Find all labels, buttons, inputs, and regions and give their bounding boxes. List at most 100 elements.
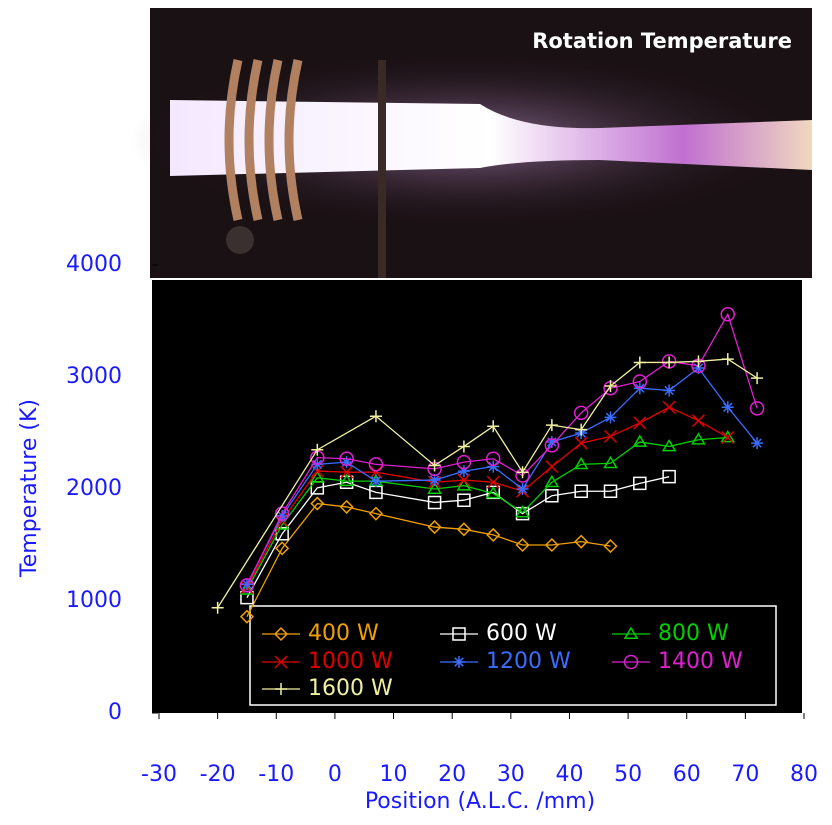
marker	[456, 454, 472, 470]
x-tick-label: 40	[555, 762, 583, 787]
marker	[311, 443, 324, 456]
marker	[427, 520, 442, 535]
marker	[574, 484, 588, 498]
x-tick-label: 30	[497, 762, 525, 787]
marker	[368, 457, 384, 472]
marker	[662, 469, 676, 484]
x-tick-label: 10	[380, 762, 408, 787]
marker	[339, 451, 354, 467]
marker	[276, 509, 289, 522]
marker	[662, 400, 676, 414]
marker	[368, 506, 384, 521]
marker	[721, 353, 734, 366]
series-line	[246, 436, 728, 591]
marker	[573, 405, 589, 421]
legend-label: 1600 W	[308, 676, 393, 701]
legend-label: 800 W	[658, 621, 729, 646]
marker	[310, 470, 325, 483]
marker	[452, 627, 466, 641]
marker	[721, 401, 734, 414]
marker	[339, 473, 354, 487]
legend-label: 1400 W	[658, 649, 743, 674]
marker	[457, 465, 470, 478]
x-tick-label: -10	[258, 762, 294, 787]
marker	[544, 537, 559, 553]
marker	[545, 419, 558, 432]
marker	[369, 485, 383, 500]
marker	[603, 429, 618, 443]
marker	[487, 460, 500, 473]
marker	[574, 436, 588, 450]
marker	[603, 484, 618, 498]
x-tick-label: 60	[673, 762, 701, 787]
y-tick-label: 4000	[66, 252, 122, 277]
marker	[633, 356, 646, 369]
marker	[428, 474, 441, 487]
legend-label: 600 W	[486, 621, 557, 646]
marker	[427, 495, 442, 510]
marker	[604, 379, 617, 392]
x-tick-label: 80	[790, 762, 818, 787]
marker	[275, 541, 290, 556]
x-tick-label: 0	[328, 762, 342, 787]
legend-label: 1000 W	[308, 649, 393, 674]
marker	[369, 475, 382, 488]
marker	[239, 578, 255, 593]
marker	[663, 356, 676, 369]
marker	[485, 451, 501, 467]
marker	[691, 414, 705, 428]
marker	[692, 355, 705, 368]
marker	[457, 493, 471, 507]
marker	[516, 483, 529, 495]
marker	[623, 654, 639, 670]
marker	[720, 430, 736, 443]
marker	[485, 486, 501, 499]
marker	[515, 505, 530, 518]
marker	[486, 527, 501, 542]
marker	[632, 374, 648, 389]
x-tick-label: -20	[200, 762, 236, 787]
marker	[632, 434, 648, 447]
marker	[603, 455, 618, 469]
photo	[130, 8, 812, 278]
marker	[211, 601, 224, 614]
marker	[661, 438, 677, 452]
marker	[274, 506, 290, 521]
y-axis-label: Temperature (K)	[17, 399, 42, 578]
marker	[310, 464, 324, 478]
marker	[633, 476, 647, 491]
chart-title: Rotation Temperature	[532, 29, 792, 53]
marker	[457, 473, 471, 487]
marker	[573, 456, 589, 470]
marker	[721, 430, 735, 445]
marker	[273, 626, 289, 642]
marker	[369, 465, 383, 479]
legend-label: 1200 W	[486, 649, 571, 674]
marker	[545, 460, 559, 474]
marker	[486, 475, 500, 489]
marker	[691, 432, 706, 445]
marker	[340, 456, 353, 469]
x-tick-label: 20	[438, 762, 466, 787]
marker	[275, 683, 287, 695]
marker	[310, 496, 325, 511]
marker	[487, 420, 500, 433]
marker	[575, 423, 588, 436]
legend-label: 400 W	[308, 621, 379, 646]
marker	[623, 626, 639, 639]
marker	[604, 411, 617, 424]
marker	[274, 655, 288, 669]
marker	[339, 499, 354, 514]
marker	[603, 539, 618, 554]
marker	[545, 435, 558, 448]
y-tick-label: 2000	[66, 476, 122, 501]
marker	[545, 488, 559, 503]
x-axis-label: Position (A.L.C. /mm)	[365, 789, 595, 814]
legend-box	[249, 605, 777, 706]
marker	[456, 522, 471, 537]
marker	[516, 466, 529, 479]
marker	[456, 478, 472, 491]
marker	[544, 438, 560, 453]
marker	[239, 609, 255, 624]
